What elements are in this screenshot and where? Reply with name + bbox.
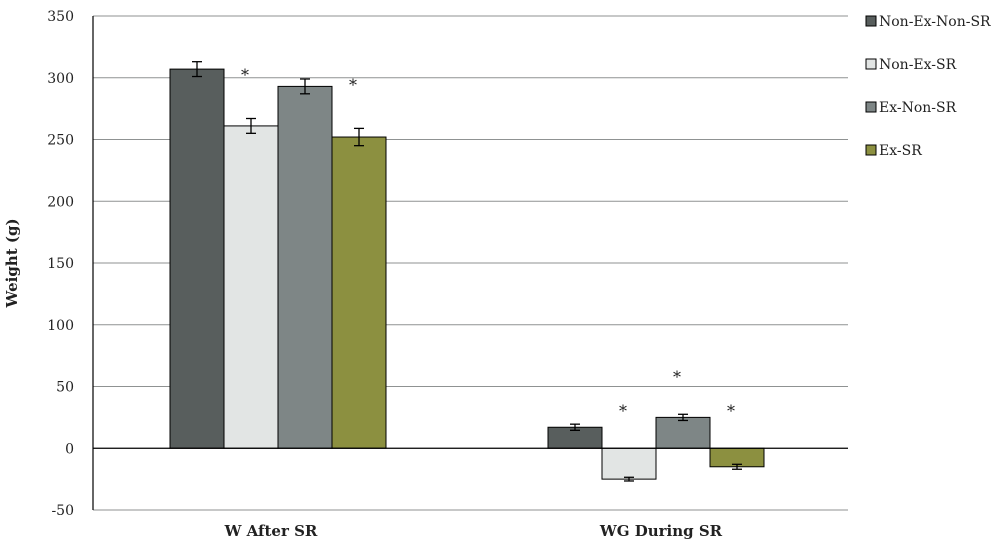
legend-label: Ex-Non-SR: [879, 100, 957, 116]
y-tick-labels: -50 0 50 100 150 200 250 300 350: [47, 9, 74, 519]
y-tick-label: 150: [47, 256, 74, 272]
y-tick-label: 0: [65, 441, 74, 457]
significance-star: *: [619, 401, 627, 420]
y-tick-label: 200: [47, 194, 74, 210]
legend: Non-Ex-Non-SR Non-Ex-SR Ex-Non-SR Ex-SR: [865, 14, 991, 159]
y-tick-label: 350: [47, 9, 74, 25]
legend-swatch: [865, 101, 877, 113]
legend-swatch: [865, 144, 877, 156]
y-tick-label: -50: [51, 503, 74, 519]
bar: [331, 136, 387, 449]
category-label: W After SR: [224, 522, 318, 540]
bar: [601, 447, 657, 480]
y-tick-label: 250: [47, 133, 74, 149]
significance-star: *: [727, 401, 735, 420]
category-labels: W After SR WG During SR: [224, 522, 723, 540]
bar: [223, 125, 279, 449]
legend-swatch: [865, 15, 877, 27]
significance-star: *: [673, 367, 681, 386]
significance-star: *: [241, 66, 249, 85]
bar: [655, 416, 711, 449]
error-bars: [192, 61, 742, 482]
bars: [169, 68, 765, 480]
legend-label: Non-Ex-SR: [879, 57, 957, 73]
legend-label: Non-Ex-Non-SR: [879, 14, 991, 30]
y-tick-label: 100: [47, 318, 74, 334]
bar: [277, 85, 333, 449]
category-label: WG During SR: [599, 522, 723, 540]
bar: [169, 68, 225, 449]
significance-star: *: [349, 75, 357, 94]
legend-swatch: [865, 58, 877, 70]
legend-label: Ex-SR: [879, 143, 922, 159]
y-tick-label: 50: [56, 380, 74, 396]
y-axis-title: Weight (g): [3, 218, 21, 308]
significance-markers: * * * * *: [241, 66, 735, 421]
y-tick-label: 300: [47, 71, 74, 87]
